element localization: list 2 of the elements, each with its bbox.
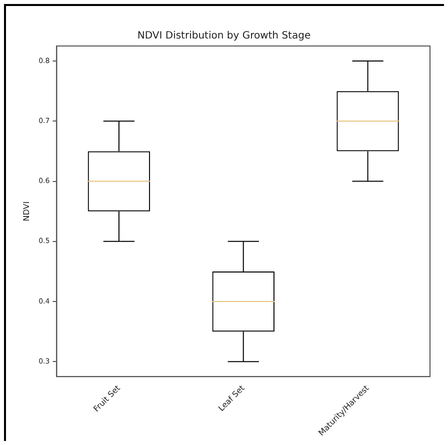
chart-title: NDVI Distribution by Growth Stage xyxy=(137,30,311,42)
y-axis-title: NDVI xyxy=(22,201,31,222)
